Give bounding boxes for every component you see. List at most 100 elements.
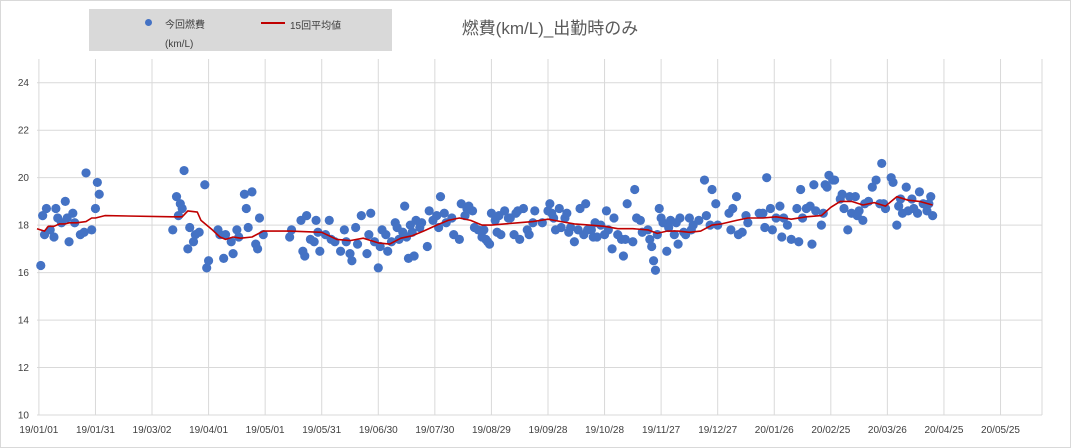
scatter-point (339, 225, 349, 235)
scatter-point (79, 227, 89, 237)
scatter-point (185, 222, 195, 233)
scatter-point (247, 187, 257, 197)
x-tick-label: 20/01/26 (755, 425, 794, 436)
scatter-point (648, 256, 659, 266)
scatter-point (867, 182, 877, 192)
scatter-point (253, 244, 263, 254)
x-tick-label: 19/03/02 (133, 425, 172, 436)
scatter-point (545, 199, 555, 209)
scatter-point (345, 249, 355, 259)
scatter-point (726, 225, 736, 235)
scatter-point (528, 218, 538, 228)
scatter-point (524, 230, 534, 240)
legend-label-line: 15回平均値 (290, 21, 342, 32)
scatter-point (373, 263, 383, 273)
scatter-point (618, 251, 629, 261)
x-tick-label: 19/01/01 (19, 425, 58, 436)
scatter-point (226, 237, 236, 247)
scatter-point (775, 201, 785, 211)
scatter-point (767, 225, 777, 235)
scatter-point (620, 234, 630, 244)
scatter-point (839, 203, 849, 214)
x-tick-label: 19/10/28 (585, 425, 624, 436)
scatter-point (220, 230, 231, 240)
scatter-point (254, 213, 265, 223)
scatter-point (92, 177, 102, 188)
scatter-point (454, 234, 464, 244)
scatter-point (341, 237, 351, 247)
y-tick-label: 22 (18, 126, 30, 137)
scatter-point (843, 225, 853, 235)
scatter-point (737, 227, 747, 237)
scatter-point (907, 194, 917, 204)
scatter-point (675, 213, 685, 223)
scatter-point (60, 196, 70, 206)
scatter-point (302, 211, 312, 221)
scatter-point (364, 230, 374, 240)
scatter-point (684, 213, 695, 223)
scatter-point (822, 182, 832, 192)
scatter-point (782, 220, 793, 230)
scatter-point (630, 184, 640, 195)
scatter-point (219, 253, 229, 263)
scatter-point (351, 222, 361, 233)
scatter-point (664, 222, 674, 233)
scatter-point (171, 192, 182, 202)
scatter-point (352, 239, 363, 249)
scatter-point (447, 213, 457, 223)
x-axis-ticks: 19/01/01 19/01/31 19/03/02 19/04/01 19/05/01… (19, 425, 1020, 436)
x-tick-label: 20/03/26 (868, 425, 907, 436)
scatter-point (792, 203, 802, 214)
scatter-point (183, 244, 193, 254)
scatter-point (628, 237, 638, 247)
x-tick-label: 19/09/28 (529, 425, 568, 436)
scatter-point (809, 180, 819, 190)
x-tick-label: 20/02/25 (811, 425, 850, 436)
scatter-point (324, 215, 334, 225)
scatter-point (607, 244, 617, 254)
scatter-point (90, 203, 101, 214)
scatter-point (41, 203, 52, 214)
scatter-point (518, 203, 529, 214)
scatter-point (177, 203, 187, 214)
scatter-point (914, 187, 925, 197)
scatter-point (928, 211, 938, 221)
x-tick-label: 19/08/29 (472, 425, 511, 436)
scatter-point (173, 211, 184, 221)
scatter-point (194, 227, 204, 237)
scatter-point (400, 201, 410, 211)
y-tick-label: 12 (18, 363, 30, 374)
scatter-point (622, 199, 632, 209)
scatter-point (566, 222, 576, 233)
x-tick-label: 20/05/25 (981, 425, 1020, 436)
scatter-point (68, 208, 78, 218)
scatter-point (743, 218, 753, 228)
x-tick-label: 19/11/27 (642, 425, 681, 436)
scatter-point (694, 215, 704, 225)
scatter-point (38, 211, 48, 221)
average-line-series (36, 195, 933, 245)
scatter-point (432, 211, 442, 221)
scatter-point (926, 192, 936, 202)
scatter-point (858, 215, 868, 225)
scatter-point (877, 158, 887, 169)
legend-marker-scatter (145, 19, 152, 26)
scatter-point (484, 239, 495, 249)
y-axis-ticks: 10 12 14 16 18 20 22 24 (18, 78, 30, 421)
scatter-point (711, 199, 721, 209)
scatter-point (829, 175, 840, 185)
scatter-point (530, 206, 540, 216)
scatter-point (309, 237, 319, 247)
scatter-point (300, 251, 310, 261)
scatter-point (515, 234, 525, 244)
scatter-point (888, 177, 898, 188)
scatter-point (49, 232, 59, 242)
scatter-point (179, 165, 189, 176)
scatter-point (228, 249, 238, 259)
scatter-point (731, 192, 742, 202)
scatter-point (728, 203, 738, 214)
x-tick-label: 19/01/31 (76, 425, 115, 436)
scatter-point (796, 184, 806, 195)
scatter-point (699, 175, 710, 185)
scatter-point (94, 189, 104, 199)
